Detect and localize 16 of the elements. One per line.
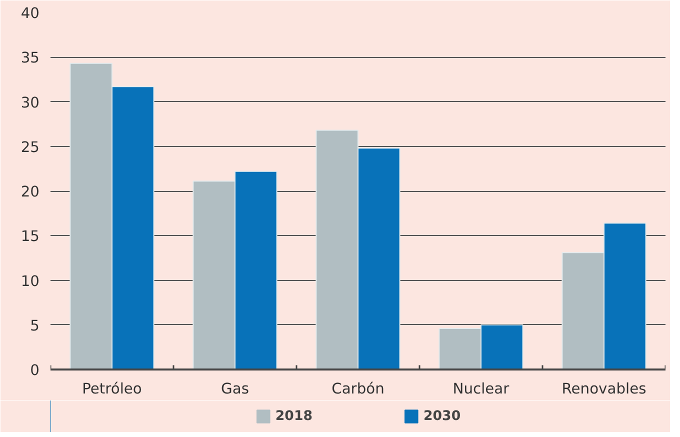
x-tick-label: Renovables [562,380,646,398]
y-tick-label: 35 [20,50,40,67]
y-tick-label: 10 [20,272,40,290]
y-tick-label: 25 [20,138,40,156]
legend-label: 2018 [275,408,312,424]
y-tick-label: 20 [20,184,40,200]
y-tick-label: 5 [30,317,40,334]
x-tick-label: Nuclear [452,380,510,398]
y-tick-label: 30 [20,94,40,112]
y-tick-label: 0 [30,362,40,379]
x-tick-label: Petróleo [82,380,142,398]
y-tick-label: 15 [20,228,40,246]
x-tick-label: Gas [221,380,249,398]
legend-label: 2030 [424,408,461,424]
y-tick-label: 40 [20,5,40,22]
x-tick-label: Carbón [332,380,384,398]
